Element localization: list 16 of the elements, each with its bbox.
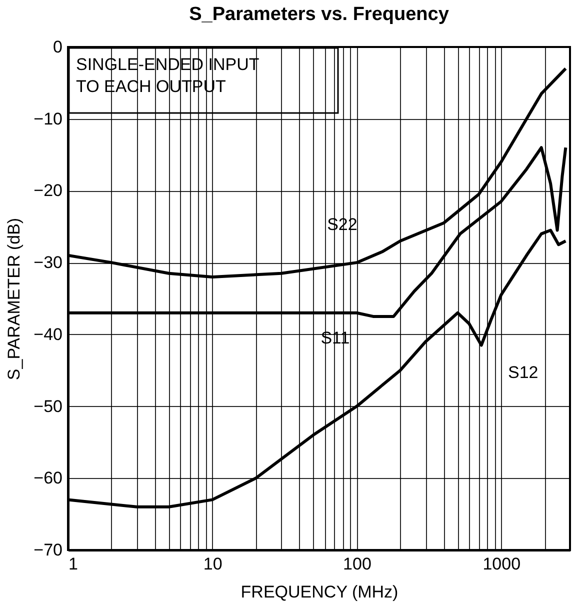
y-tick-label: −60 xyxy=(34,468,62,488)
x-axis-title: FREQUENCY (MHz) xyxy=(240,582,398,602)
x-tick-label: 1 xyxy=(68,554,78,574)
x-tick-label: 100 xyxy=(343,554,372,574)
y-tick-label: −50 xyxy=(34,396,62,416)
y-tick-label: −30 xyxy=(34,253,62,272)
y-tick-label: −20 xyxy=(34,181,62,200)
x-tick-label: 10 xyxy=(203,554,222,574)
y-tick-label: −40 xyxy=(34,324,62,344)
y-tick-label: −10 xyxy=(34,109,62,128)
y-tick-label: −70 xyxy=(34,540,62,560)
x-tick-label: 1000 xyxy=(482,554,521,574)
y-axis-title: S_PARAMETER (dB) xyxy=(4,218,24,380)
chart-title: S_Parameters vs. Frequency xyxy=(189,4,450,25)
y-tick-label: 0 xyxy=(53,38,62,56)
annotation: S12 xyxy=(508,363,538,382)
